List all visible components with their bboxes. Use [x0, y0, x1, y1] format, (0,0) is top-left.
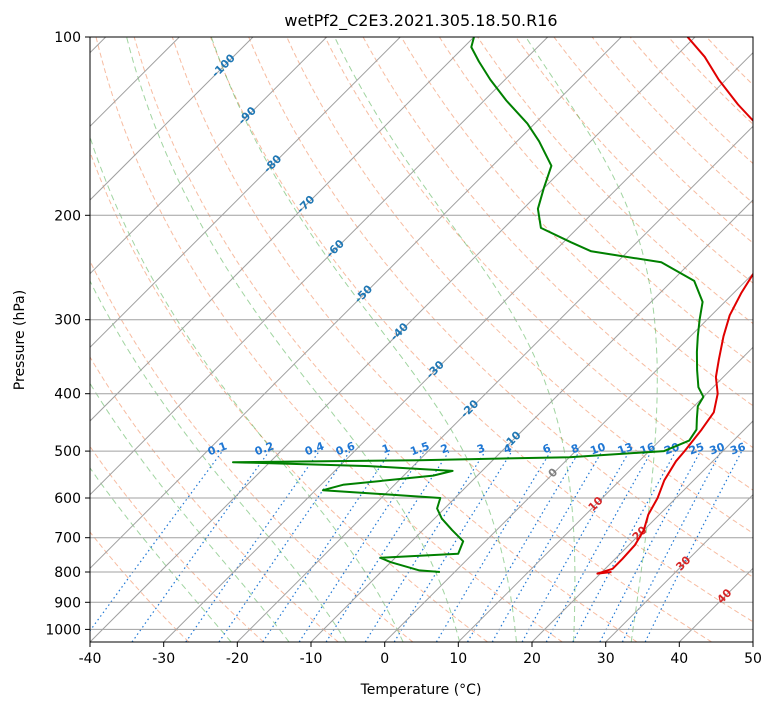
dry-adiabat-5 [95, 37, 563, 642]
y-tick-label: 900 [54, 595, 81, 611]
mixing-ratio-label: 0.2 [253, 439, 276, 458]
mixing-ratio-line-3 [218, 450, 351, 642]
dry-adiabat-11 [324, 37, 753, 491]
dry-adiabat-16 [515, 37, 753, 284]
mixing-ratio-line-9 [435, 450, 552, 642]
chart-title: wetPf2_C2E3.2021.305.18.50.R16 [284, 11, 557, 31]
plot-frame [89, 36, 754, 643]
x-tick-label: 50 [744, 651, 762, 667]
mixing-ratio-line-2 [185, 450, 320, 642]
dry-adiabat-7 [171, 37, 712, 642]
y-tick-label: 500 [54, 444, 81, 460]
mixing-ratio-label: 0.4 [303, 439, 326, 458]
isotherms [90, 37, 753, 642]
isotherm-line-5 [90, 37, 254, 201]
isotherm-line-10 [90, 37, 622, 570]
isotherm-line-17 [531, 420, 753, 642]
x-tick-label: -20 [226, 651, 249, 667]
dry-adiabat-8 [210, 37, 753, 623]
x-tick-label: 20 [523, 651, 541, 667]
data-series [232, 37, 753, 575]
x-tick-label: 40 [670, 651, 688, 667]
x-axis-ticks: -40 -30 -20 -10 0 10 20 30 40 50 [79, 642, 762, 667]
mixing-ratio-label: 1 [380, 441, 392, 456]
mixing-ratio-label: 1.5 [408, 439, 431, 458]
y-tick-label: 600 [54, 491, 81, 507]
isotherm-line-18 [605, 493, 753, 642]
isotherm-line-12 [163, 51, 753, 642]
mixing-ratio-label: 25 [687, 440, 706, 457]
dry-adiabat-2 [90, 356, 339, 642]
moist-adiabat-4 [126, 37, 461, 642]
temperature-profile-line [596, 37, 753, 575]
mixing-ratio-line-7 [364, 450, 486, 642]
isotherm-line-8 [90, 37, 475, 422]
dry-adiabat-6 [133, 37, 638, 642]
mixing-ratio-label: 8 [569, 441, 581, 456]
x-axis-label: Temperature (°C) [360, 682, 482, 698]
y-tick-label: 200 [54, 208, 81, 224]
isotherm-line-16 [457, 346, 753, 642]
isotherm-line-13 [236, 125, 753, 642]
mixing-ratio-label: 0.1 [206, 439, 229, 458]
mixing-ratio-label: 0.6 [334, 439, 357, 458]
mixing-ratio-label: 2 [439, 441, 451, 456]
mixing-ratio-label: 10 [588, 440, 607, 458]
x-tick-label: 10 [449, 651, 467, 667]
y-tick-label: 300 [54, 313, 81, 329]
x-tick-label: 30 [597, 651, 615, 667]
x-tick-label: 0 [380, 651, 389, 667]
dry-adiabat-0 [90, 531, 190, 642]
mixing-ratio-label: 6 [541, 441, 553, 456]
dry-adiabat-9 [248, 37, 753, 578]
isobars [90, 37, 753, 630]
mixing-ratio-line-15 [599, 450, 702, 642]
mixing-ratio-line-14 [572, 450, 677, 642]
moist-adiabat-6 [334, 37, 576, 642]
mixing-ratio-line-4 [262, 450, 392, 642]
isotherm-line-9 [90, 37, 549, 496]
x-tick-label: -40 [79, 651, 102, 667]
mixing-ratio-line-6 [325, 450, 450, 642]
dry-adiabat-14 [438, 37, 753, 366]
isotherm-line-14 [310, 199, 753, 642]
moist-adiabat-2 [90, 279, 347, 642]
mixing-ratio-label: 36 [728, 440, 747, 458]
dewpoint-profile-line [232, 37, 705, 573]
y-axis-label: Pressure (hPa) [12, 290, 28, 390]
mixing-ratio-line-10 [466, 450, 580, 642]
isotherm-line-6 [90, 37, 328, 275]
y-tick-label: 1000 [45, 622, 81, 638]
y-tick-label: 100 [54, 30, 81, 46]
y-tick-label: 800 [54, 565, 81, 581]
dry-adiabat-4 [90, 150, 488, 642]
isotherm-line-7 [90, 37, 401, 349]
y-axis-ticks: 100 200 300 400 500 600 700 800 900 1000 [45, 30, 90, 638]
dry-adiabat-13 [400, 37, 753, 407]
mixing-ratio-label: 30 [708, 440, 727, 458]
y-tick-label: 700 [54, 531, 81, 547]
isotherm-line-15 [384, 272, 753, 642]
dry-adiabat-1 [90, 445, 264, 642]
mixing-ratio-label: 4 [502, 441, 514, 456]
isotherm-line-11 [90, 37, 696, 642]
mixing-ratio-label: 3 [475, 441, 487, 456]
x-tick-label: -30 [152, 651, 175, 667]
x-tick-label: -10 [300, 651, 323, 667]
moist-adiabat-0 [90, 467, 232, 642]
moist-adiabat-1 [90, 382, 290, 642]
moist-adiabat-7 [525, 37, 658, 642]
y-tick-label: 400 [54, 387, 81, 403]
